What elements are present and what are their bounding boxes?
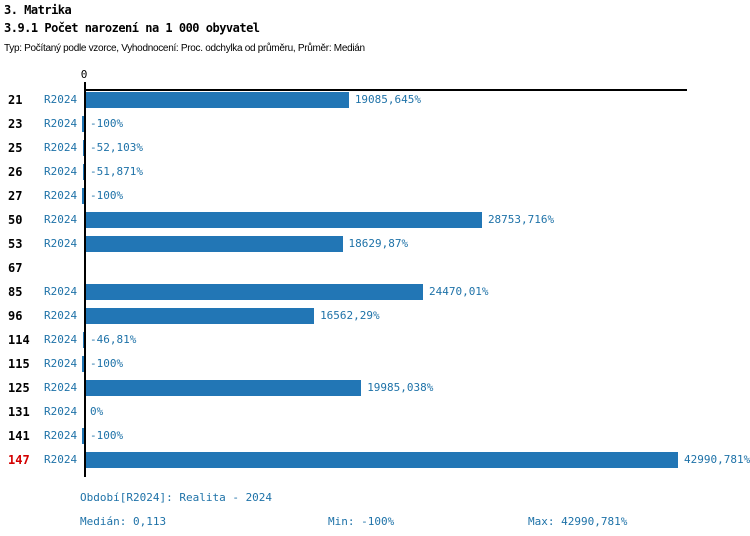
row-category-label: 26 bbox=[8, 165, 23, 179]
row-value-label: 0% bbox=[90, 405, 104, 418]
chart-title: 3.9.1 Počet narození na 1 000 obyvatel bbox=[4, 21, 260, 35]
row-value-label: 19985,038% bbox=[367, 381, 434, 394]
row-value-label: 18629,87% bbox=[348, 237, 409, 250]
row-category-label: 115 bbox=[8, 357, 30, 371]
chart-meta-line: Typ: Počítaný podle vzorce, Vyhodnocení:… bbox=[4, 43, 365, 54]
chart-row-141: 141 R2024 -100% bbox=[0, 428, 750, 444]
chart-row-114: 114 R2024 -46,81% bbox=[0, 332, 750, 348]
row-category-label: 141 bbox=[8, 429, 30, 443]
row-category-label: 67 bbox=[8, 261, 23, 275]
chart-row-115: 115 R2024 -100% bbox=[0, 356, 750, 372]
row-category-label: 21 bbox=[8, 93, 23, 107]
chart-row-125: 125 R2024 19985,038% bbox=[0, 380, 750, 396]
row-category-label: 114 bbox=[8, 333, 30, 347]
value-bar bbox=[86, 452, 678, 468]
row-value-label: -100% bbox=[90, 117, 124, 130]
chart-row-131: 131 R2024 0% bbox=[0, 404, 750, 420]
chart-row-26: 26 R2024 -51,871% bbox=[0, 164, 750, 180]
row-series-label: R2024 bbox=[44, 189, 78, 202]
x-axis-line bbox=[84, 89, 687, 91]
footer-max-label: Max: 42990,781% bbox=[528, 515, 628, 528]
value-bar-negative bbox=[83, 164, 84, 180]
row-series-label: R2024 bbox=[44, 333, 78, 346]
row-series-label: R2024 bbox=[44, 93, 78, 106]
value-bar-negative bbox=[83, 332, 84, 348]
chart-row-25: 25 R2024 -52,103% bbox=[0, 140, 750, 156]
footer-median-label: Medián: 0,113 bbox=[80, 515, 167, 528]
row-series-label: R2024 bbox=[44, 117, 78, 130]
value-bar-negative bbox=[82, 116, 84, 132]
chart-row-23: 23 R2024 -100% bbox=[0, 116, 750, 132]
row-category-label: 27 bbox=[8, 189, 23, 203]
row-category-label: 131 bbox=[8, 405, 30, 419]
row-series-label: R2024 bbox=[44, 237, 78, 250]
value-bar-negative bbox=[82, 356, 84, 372]
row-value-label: 19085,645% bbox=[354, 93, 422, 106]
row-category-label: 50 bbox=[8, 213, 23, 227]
row-value-label: 42990,781% bbox=[684, 453, 750, 466]
value-bar bbox=[86, 284, 423, 300]
chart-row-53: 53 R2024 18629,87% bbox=[0, 236, 750, 252]
chart-row-85: 85 R2024 24470,01% bbox=[0, 284, 750, 300]
row-category-label: 125 bbox=[8, 381, 30, 395]
value-bar bbox=[86, 92, 349, 108]
row-value-label: -100% bbox=[90, 189, 124, 202]
row-value-label: -52,103% bbox=[90, 141, 143, 154]
row-value-label: -51,871% bbox=[90, 165, 143, 178]
chart-row-50: 50 R2024 28753,716% bbox=[0, 212, 750, 228]
row-series-label: R2024 bbox=[44, 405, 78, 418]
row-value-label: 28753,716% bbox=[487, 213, 555, 226]
row-value-label: -46,81% bbox=[90, 333, 137, 346]
y-axis-line bbox=[84, 82, 86, 477]
row-value-label: 16562,29% bbox=[320, 309, 380, 322]
value-bar bbox=[86, 236, 343, 252]
value-bar-negative bbox=[82, 428, 84, 444]
value-bar bbox=[86, 308, 315, 324]
row-series-label: R2024 bbox=[44, 429, 78, 442]
chart-row-21: 21 R2024 19085,645% bbox=[0, 92, 750, 108]
row-category-label: 23 bbox=[8, 117, 23, 131]
row-series-label: R2024 bbox=[44, 453, 78, 466]
axis-zero-tick-label: 0 bbox=[80, 68, 88, 81]
row-series-label: R2024 bbox=[44, 309, 78, 322]
value-bar-negative bbox=[82, 188, 84, 204]
row-category-label: 147 bbox=[8, 453, 30, 467]
chart-row-96: 96 R2024 16562,29% bbox=[0, 308, 750, 324]
row-series-label: R2024 bbox=[44, 285, 78, 298]
page-title: 3. Matrika bbox=[4, 3, 72, 17]
footer-period-label: Období[R2024]: Realita - 2024 bbox=[80, 491, 273, 504]
row-value-label: 24470,01% bbox=[428, 285, 489, 298]
row-series-label: R2024 bbox=[44, 141, 78, 154]
chart-row-27: 27 R2024 -100% bbox=[0, 188, 750, 204]
chart-row-67: 67 bbox=[0, 260, 750, 276]
value-bar bbox=[86, 212, 482, 228]
row-series-label: R2024 bbox=[44, 213, 78, 226]
row-series-label: R2024 bbox=[44, 165, 78, 178]
row-series-label: R2024 bbox=[44, 381, 78, 394]
row-category-label: 25 bbox=[8, 141, 23, 155]
row-value-label: -100% bbox=[90, 429, 124, 442]
value-bar-negative bbox=[83, 140, 84, 156]
row-category-label: 53 bbox=[8, 237, 23, 251]
row-category-label: 85 bbox=[8, 285, 23, 299]
chart-row-147: 147 R2024 42990,781% bbox=[0, 452, 750, 468]
footer-min-label: Min: -100% bbox=[328, 515, 395, 528]
row-series-label: R2024 bbox=[44, 357, 78, 370]
row-category-label: 96 bbox=[8, 309, 23, 323]
row-value-label: -100% bbox=[90, 357, 124, 370]
value-bar bbox=[86, 380, 362, 396]
